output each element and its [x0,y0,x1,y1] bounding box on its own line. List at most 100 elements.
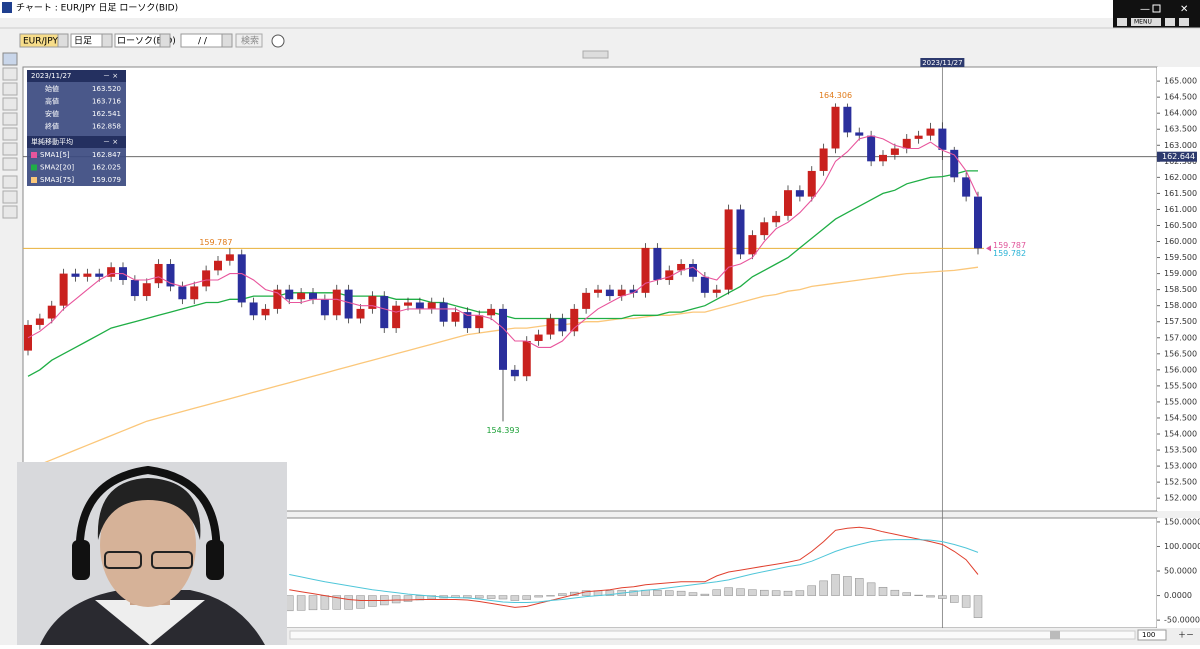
tool-button[interactable] [1179,18,1189,26]
candle-body [570,308,579,332]
legend-name: SMA3[75] [40,176,74,184]
candle-body [760,222,769,236]
candle-body [297,292,306,300]
candle-body [522,340,531,377]
minimize[interactable]: — [1140,4,1150,15]
info-panel-bg [27,70,126,186]
histogram-bar [866,582,876,596]
headphones [206,540,224,580]
search-button[interactable] [235,33,263,48]
histogram-bar [914,594,923,596]
histogram-bar [748,589,757,596]
y-tick-label: 152.500 [1164,478,1197,487]
candle-body [831,106,840,149]
histogram-bar [296,595,306,611]
histogram-bar [712,589,721,596]
tool-icon[interactable] [2,157,18,171]
info-label: 始値 [45,84,59,93]
info-label: 安値 [45,109,59,118]
histogram-bar [676,590,686,596]
histogram-bar [356,595,365,609]
candle-body [617,289,626,297]
y-tick-label: 158.000 [1164,301,1197,310]
tool-icon[interactable] [2,52,18,66]
tool-icon[interactable] [2,205,18,219]
collapse-tab[interactable] [582,50,609,59]
y-tick-label: 0.0000 [1164,591,1192,600]
menu-button[interactable] [1131,18,1161,26]
tool-icon[interactable] [2,190,18,204]
histogram-bar [736,588,745,596]
dropdown-arrow[interactable] [57,33,69,48]
line [289,526,979,608]
line [289,539,979,603]
y-tick-label: 164.500 [1164,93,1197,102]
info-button[interactable] [271,34,285,48]
tool-icon[interactable] [2,112,18,126]
macd-axis [1157,518,1200,628]
scrollbar[interactable] [289,630,1136,640]
tool-icon[interactable] [2,97,18,111]
dropdown-arrow[interactable] [101,33,113,48]
info-rows: 始値 163.520 高値 163.716 安値 162.541 終値 162.858 SMA1… [31,84,122,184]
symbol: EUR/JPY [23,37,58,47]
candle-body [700,276,709,293]
candle-body [83,273,92,277]
candle-body [819,148,828,171]
histogram-bar [344,595,353,610]
tool-icon[interactable] [2,82,18,96]
candle-body [843,106,852,133]
histogram-bar [961,595,971,608]
minimize-panel[interactable]: － × [103,138,118,146]
y-tick-label: 155.500 [1164,381,1197,390]
help-button[interactable] [1117,18,1127,26]
tool-button[interactable] [1165,18,1175,26]
dropdown-arrow[interactable] [221,33,233,48]
candle-body [879,154,887,162]
candle-body [736,209,745,255]
histogram-bar [973,595,983,618]
tool-icon[interactable] [2,127,18,141]
y-tick-label: 152.000 [1164,494,1197,503]
chart-type: ローソク(BID) [117,36,176,47]
histogram-bar [926,595,935,598]
candle-body [463,312,472,329]
second-price: 159.782 [993,249,1026,258]
candle-body [795,190,804,197]
candle-body [914,135,923,139]
tool-icon[interactable] [2,175,18,189]
y-tick-label: 155.000 [1164,397,1197,406]
search-label: 検索 [241,35,259,47]
dropdown-arrow[interactable] [159,33,171,48]
candle-body [784,190,792,216]
candle-body [392,305,401,329]
candle-body [178,286,187,300]
histogram-bar [498,595,508,600]
zoom-buttons[interactable]: ＋－ [1178,631,1194,640]
zoom-select[interactable] [1137,629,1167,641]
y-tick-label: 163.500 [1164,125,1197,134]
y-tick-label: 100.0000 [1164,542,1200,551]
candle-body [214,260,222,271]
close[interactable]: ✕ [1180,4,1188,15]
legend-name: SMA1[5] [40,151,70,159]
histogram-bar [320,595,330,610]
candle-body [712,289,721,293]
histogram-bar [475,595,484,599]
histogram-bar [771,590,781,596]
y-tick-label: 165.000 [1164,77,1197,86]
y-tick-label: -50.0000 [1164,616,1200,625]
y-tick-label: 159.500 [1164,253,1197,262]
last-price: 159.787 [993,241,1026,250]
tool-icon[interactable] [2,67,18,81]
scroll-thumb[interactable] [1050,631,1060,639]
y-tick-label: 50.0000 [1164,567,1197,576]
tool-icon[interactable] [2,142,18,156]
extreme-label: 154.393 [486,426,519,435]
histogram-bar [795,590,805,596]
headphones [72,540,90,580]
person-hair [97,478,201,540]
minimize-panel[interactable]: － × [103,72,118,80]
restore[interactable] [1152,4,1161,13]
histogram-bar [878,586,888,596]
